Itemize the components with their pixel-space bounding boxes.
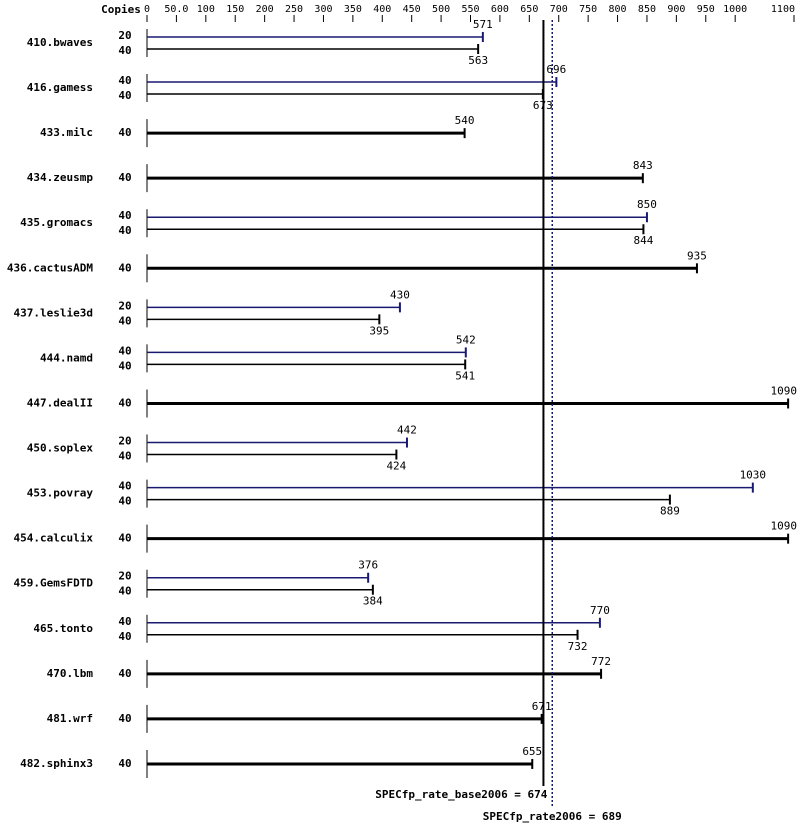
value-label: 563 <box>468 54 488 67</box>
value-label: 540 <box>455 114 475 127</box>
value-label: 395 <box>369 324 389 337</box>
value-label: 843 <box>633 159 653 172</box>
value-label: 844 <box>633 234 653 247</box>
base-copies: 40 <box>118 585 131 598</box>
peak-copies: 40 <box>118 209 131 222</box>
value-label: 770 <box>590 604 610 617</box>
base-copies: 40 <box>118 757 131 770</box>
value-label: 1090 <box>771 520 798 533</box>
base-copies: 40 <box>118 532 131 545</box>
benchmark-name: 470.lbm <box>47 667 94 680</box>
base-copies: 40 <box>118 261 131 274</box>
base-copies: 40 <box>118 712 131 725</box>
value-label: 655 <box>522 745 542 758</box>
copies-header: Copies <box>101 3 141 16</box>
base-copies: 40 <box>118 89 131 102</box>
x-tick-label: 700 <box>550 4 568 15</box>
value-label: 442 <box>397 424 417 437</box>
value-label: 1090 <box>771 384 798 397</box>
value-label: 732 <box>568 640 588 653</box>
benchmark-name: 433.milc <box>40 126 93 139</box>
x-tick-label: 300 <box>314 4 332 15</box>
peak-copies: 40 <box>118 344 131 357</box>
benchmark-name: 454.calculix <box>14 532 94 545</box>
x-tick-label: 1000 <box>723 4 747 15</box>
benchmark-name: 434.zeusmp <box>27 171 94 184</box>
x-tick-label: 200 <box>256 4 274 15</box>
value-label: 935 <box>687 249 707 262</box>
value-label: 424 <box>386 460 406 473</box>
benchmark-name: 482.sphinx3 <box>20 757 93 770</box>
x-tick-label: 550 <box>461 4 479 15</box>
benchmark-name: 436.cactusADM <box>7 261 93 274</box>
benchmark-name: 459.GemsFDTD <box>14 577 94 590</box>
value-label: 571 <box>473 18 493 31</box>
x-tick-label: 450 <box>403 4 421 15</box>
value-label: 889 <box>660 505 680 518</box>
benchmark-name: 453.povray <box>27 487 94 500</box>
x-tick-label: 100 <box>197 4 215 15</box>
base-copies: 40 <box>118 450 131 463</box>
base-copies: 40 <box>118 224 131 237</box>
peak-metric-label: SPECfp_rate2006 = 689 <box>483 810 622 823</box>
base-copies: 40 <box>118 359 131 372</box>
base-copies: 40 <box>118 314 131 327</box>
x-tick-label: 850 <box>638 4 656 15</box>
value-label: 671 <box>532 700 552 713</box>
x-tick-label: 600 <box>491 4 509 15</box>
x-tick-label: 800 <box>609 4 627 15</box>
benchmark-name: 410.bwaves <box>27 36 93 49</box>
base-copies: 40 <box>118 396 131 409</box>
value-label: 772 <box>591 655 611 668</box>
value-label: 542 <box>456 333 476 346</box>
x-tick-label: 500 <box>432 4 450 15</box>
benchmark-name: 416.gamess <box>27 81 93 94</box>
x-tick-label: 1100 <box>771 4 795 15</box>
value-label: 430 <box>390 288 410 301</box>
benchmark-name: 481.wrf <box>47 712 93 725</box>
value-label: 850 <box>637 198 657 211</box>
x-tick-label: 0 <box>144 4 150 15</box>
base-copies: 40 <box>118 495 131 508</box>
x-tick-label: 50.0 <box>164 4 188 15</box>
benchmark-name: 435.gromacs <box>20 216 93 229</box>
value-label: 696 <box>546 63 566 76</box>
peak-copies: 20 <box>118 299 131 312</box>
x-tick-label: 750 <box>579 4 597 15</box>
peak-copies: 20 <box>118 29 131 42</box>
x-tick-label: 400 <box>373 4 391 15</box>
peak-copies: 40 <box>118 615 131 628</box>
peak-copies: 40 <box>118 74 131 87</box>
value-label: 1030 <box>740 469 767 482</box>
x-tick-label: 650 <box>520 4 538 15</box>
peak-copies: 20 <box>118 435 131 448</box>
x-tick-label: 900 <box>667 4 685 15</box>
x-tick-label: 150 <box>226 4 244 15</box>
x-tick-label: 950 <box>697 4 715 15</box>
value-label: 384 <box>363 595 383 608</box>
base-copies: 40 <box>118 126 131 139</box>
benchmark-name: 447.dealII <box>27 396 93 409</box>
base-metric-label: SPECfp_rate_base2006 = 674 <box>375 788 548 801</box>
benchmark-name: 444.namd <box>40 351 93 364</box>
x-tick-label: 350 <box>344 4 362 15</box>
base-copies: 40 <box>118 171 131 184</box>
value-label: 541 <box>455 369 475 382</box>
base-copies: 40 <box>118 630 131 643</box>
value-label: 376 <box>358 559 378 572</box>
benchmark-name: 465.tonto <box>33 622 93 635</box>
benchmark-name: 437.leslie3d <box>14 306 93 319</box>
base-copies: 40 <box>118 667 131 680</box>
peak-copies: 20 <box>118 570 131 583</box>
base-copies: 40 <box>118 44 131 57</box>
peak-copies: 40 <box>118 480 131 493</box>
x-tick-label: 250 <box>285 4 303 15</box>
benchmark-name: 450.soplex <box>27 442 94 455</box>
